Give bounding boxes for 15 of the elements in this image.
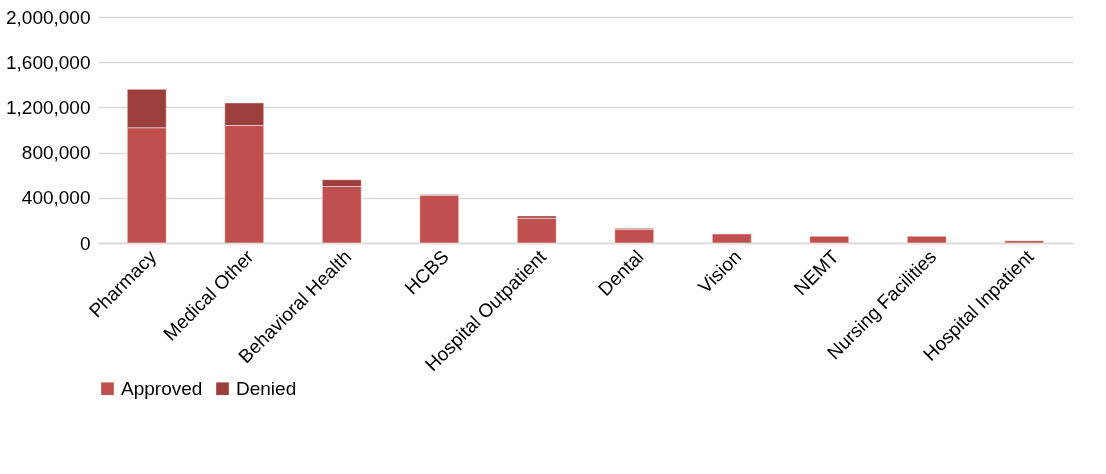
bar [1004, 240, 1044, 244]
y-tick-label: 800,000 [21, 142, 91, 164]
bar [907, 235, 947, 244]
y-tick-label: 1,200,000 [5, 96, 91, 118]
bar [712, 233, 752, 244]
bar [614, 229, 654, 244]
y-tick-label: 1,600,000 [5, 51, 91, 73]
y-tick-label: 0 [79, 232, 91, 254]
legend-label: Denied [236, 377, 297, 399]
bar [809, 235, 849, 244]
y-tick-label: 400,000 [21, 187, 91, 209]
bar [419, 195, 459, 244]
legend-label: Approved [121, 377, 203, 399]
bar [517, 217, 557, 244]
y-tick-label: 2,000,000 [5, 6, 91, 28]
